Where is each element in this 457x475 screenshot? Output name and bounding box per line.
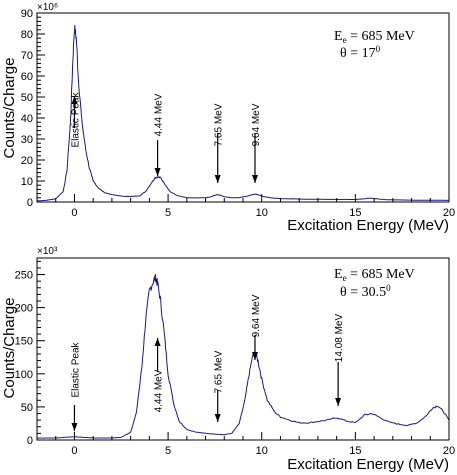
top-y-axis-label: Counts/Charge <box>1 58 18 159</box>
top-annotation-label: 4.44 MeV <box>154 93 165 136</box>
top-x-tick-label: 10 <box>256 207 268 219</box>
top-annotations: Elastic Peak 4.44 MeV 7.65 MeV 9.64 MeV <box>70 91 262 183</box>
top-y-tick-label: 60 <box>21 71 33 83</box>
bottom-y-tick-label: 0 <box>27 435 33 447</box>
bottom-annotation-label: 7.65 MeV <box>214 350 225 393</box>
bottom-info-box: Ee = 685 MeV θ = 30.50 <box>334 267 415 300</box>
bottom-info-angle: θ = 30.50 <box>340 283 391 300</box>
top-spectrum-line <box>36 24 450 202</box>
bottom-x-tick-label: 5 <box>165 445 171 457</box>
top-y-tick-label: 80 <box>21 29 33 41</box>
top-x-tick-label: 20 <box>443 207 455 219</box>
top-x-tick-label: 5 <box>165 207 171 219</box>
top-y-tick-label: 10 <box>21 176 33 188</box>
bottom-spectrum <box>37 273 450 439</box>
top-y-tick-label: 70 <box>21 50 33 62</box>
bottom-x-ticks: 0 5 10 15 20 <box>36 432 455 457</box>
top-annotation-arrowhead <box>71 96 78 104</box>
bottom-panel: 0 5 10 15 20 0 50 100 150 200 250 Elastic Peak 4.4… <box>1 246 455 473</box>
bottom-y-multiplier: ×10³ <box>37 246 58 257</box>
bottom-y-tick-label: 100 <box>15 369 33 381</box>
top-y-tick-label: 50 <box>21 92 33 104</box>
bottom-annotation-arrowhead <box>214 414 221 422</box>
top-annotation-label: 7.65 MeV <box>214 103 225 146</box>
bottom-annotations: Elastic Peak 4.44 MeV 7.65 MeV 9.64 MeV 14.0… <box>70 294 345 431</box>
top-y-tick-label: 40 <box>21 113 33 125</box>
top-panel: 0 5 10 15 20 0 10 20 30 40 50 60 70 80 90 Elastic Pea… <box>1 2 455 234</box>
bottom-x-tick-label: 20 <box>443 445 455 457</box>
top-annotation-label: 9.64 MeV <box>251 103 262 146</box>
top-y-tick-label: 90 <box>21 8 33 20</box>
top-info-energy: Ee = 685 MeV <box>334 29 415 45</box>
top-info-angle: θ = 170 <box>340 44 381 61</box>
top-annotation-arrowhead <box>214 175 221 183</box>
bottom-y-tick-label: 200 <box>15 303 33 315</box>
top-y-tick-label: 20 <box>21 155 33 167</box>
top-x-tick-label: 0 <box>71 207 77 219</box>
bottom-y-tick-label: 250 <box>15 270 33 282</box>
bottom-info-energy: Ee = 685 MeV <box>334 267 415 283</box>
bottom-y-axis-label: Counts/Charge <box>1 298 18 399</box>
top-annotation-arrowhead <box>251 175 258 183</box>
bottom-annotation-label: Elastic Peak <box>70 341 81 397</box>
top-plot-area: 0 5 10 15 20 0 10 20 30 40 50 60 70 80 90 Elastic Pea… <box>21 8 455 219</box>
bottom-y-tick-label: 150 <box>15 336 33 348</box>
bottom-annotation-label: 9.64 MeV <box>251 294 262 337</box>
bottom-plot-area: 0 5 10 15 20 0 50 100 150 200 250 Elastic Peak 4.4… <box>15 257 455 457</box>
bottom-annotation-arrowhead <box>335 398 342 406</box>
bottom-annotation-label: 14.08 MeV <box>334 313 345 362</box>
bottom-y-ticks: 0 50 100 150 200 250 <box>15 260 45 447</box>
top-x-tick-label: 15 <box>349 207 361 219</box>
bottom-annotation-arrowhead <box>251 352 258 360</box>
bottom-x-tick-label: 10 <box>256 445 268 457</box>
bottom-y-tick-label: 50 <box>21 402 33 414</box>
bottom-annotation-arrowhead <box>71 423 78 431</box>
top-annotation-label: Elastic Peak <box>70 91 81 147</box>
top-info-box: Ee = 685 MeV θ = 170 <box>334 29 415 61</box>
top-y-multiplier: ×10⁶ <box>37 2 58 13</box>
top-x-axis-label: Excitation Energy (MeV) <box>287 217 449 234</box>
top-y-tick-label: 30 <box>21 134 33 146</box>
top-y-tick-label: 0 <box>27 197 33 209</box>
top-x-ticks: 0 5 10 15 20 <box>36 194 455 219</box>
top-annotation-arrowhead <box>154 168 161 176</box>
top-y-ticks: 0 10 20 30 40 50 60 70 80 90 <box>21 8 45 209</box>
bottom-x-tick-label: 0 <box>71 445 77 457</box>
top-spectrum <box>36 24 450 202</box>
bottom-x-tick-label: 15 <box>349 445 361 457</box>
bottom-annotation-label: 4.44 MeV <box>154 369 165 412</box>
bottom-annotation-arrowhead <box>154 338 161 346</box>
bottom-x-axis-label: Excitation Energy (MeV) <box>287 456 449 473</box>
bottom-spectrum-line <box>37 273 450 439</box>
